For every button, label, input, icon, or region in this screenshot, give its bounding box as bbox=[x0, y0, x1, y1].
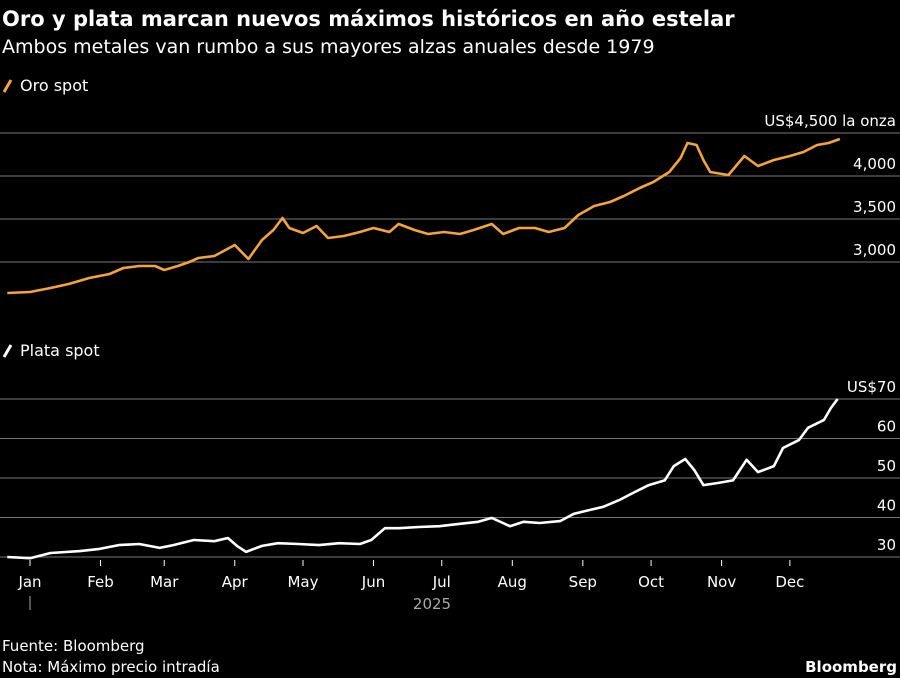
silver-y-tick-label: 40 bbox=[877, 497, 896, 515]
gold-y-tick-label: 4,000 bbox=[853, 155, 896, 173]
gold-legend-label: Oro spot bbox=[20, 76, 88, 95]
gold-y-tick-label: 3,500 bbox=[853, 198, 896, 216]
bloomberg-logo: Bloomberg bbox=[805, 658, 897, 676]
gold-y-tick-label: US$4,500 la onza bbox=[764, 112, 896, 130]
gold-series-line bbox=[7, 137, 841, 295]
silver-legend-label: Plata spot bbox=[20, 341, 100, 360]
x-tick-label: Feb bbox=[87, 573, 114, 591]
silver-panel: Plata spot US$70 60 50 40 30 bbox=[0, 341, 900, 560]
x-tick-label: May bbox=[287, 573, 318, 591]
gold-y-tick-label: 3,000 bbox=[853, 241, 896, 259]
x-tick-label: Apr bbox=[222, 573, 249, 591]
silver-y-tick-label: 60 bbox=[877, 418, 896, 436]
silver-legend-swatch-icon bbox=[2, 344, 13, 358]
x-tick-label: Dec bbox=[775, 573, 804, 591]
source-text: Fuente: Bloomberg bbox=[2, 637, 145, 655]
x-tick-label: Nov bbox=[707, 573, 736, 591]
x-tick-label: Mar bbox=[150, 573, 179, 591]
note-text: Nota: Máximo precio intradía bbox=[2, 658, 220, 676]
x-tick-label: Jan bbox=[17, 573, 41, 591]
x-tick-label: Jul bbox=[432, 573, 451, 591]
silver-y-tick-label: US$70 bbox=[847, 378, 896, 396]
chart-title: Oro y plata marcan nuevos máximos histór… bbox=[2, 7, 735, 31]
silver-y-tick-label: 30 bbox=[877, 536, 896, 554]
gold-legend-swatch-icon bbox=[2, 79, 13, 93]
x-tick-label: Jun bbox=[361, 573, 385, 591]
silver-series-line bbox=[7, 398, 839, 560]
x-tick-label: Aug bbox=[498, 573, 527, 591]
silver-y-tick-label: 50 bbox=[877, 457, 896, 475]
x-tick-label: Sep bbox=[569, 573, 597, 591]
x-tick-label: Oct bbox=[638, 573, 664, 591]
x-axis: Jan Feb Mar Apr May Jun Jul Aug Sep Oct Nov Dec bbox=[17, 560, 804, 591]
x-axis-year: 2025 bbox=[413, 595, 451, 613]
gold-panel: Oro spot US$4,500 la onza 4,000 3,500 3,000 bbox=[0, 76, 900, 295]
chart-subtitle: Ambos metales van rumbo a sus mayores al… bbox=[2, 36, 655, 58]
